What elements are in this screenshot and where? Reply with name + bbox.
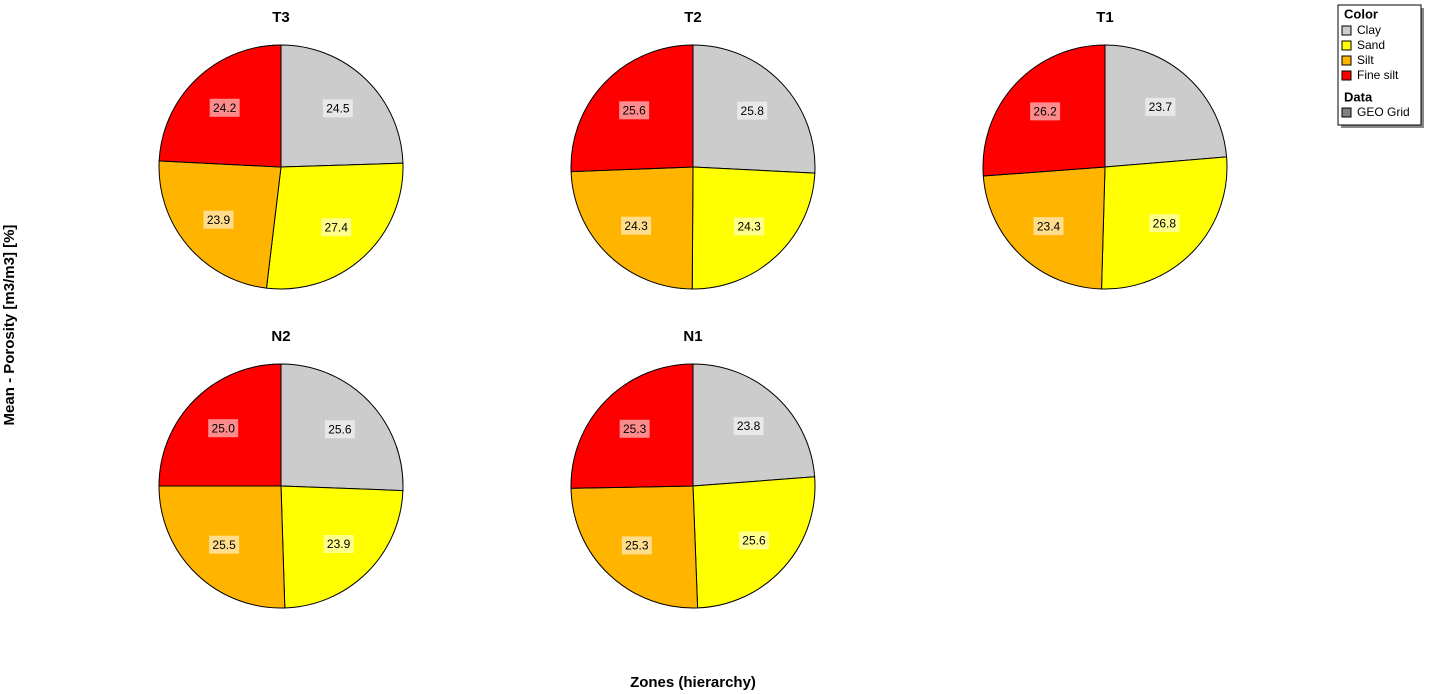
data-label-bg [321, 218, 352, 237]
data-label: 24.3 [624, 219, 648, 233]
data-label-bg [733, 417, 764, 436]
data-label-bg [1033, 217, 1064, 236]
data-label: 23.9 [327, 537, 351, 551]
legend: Color Data [1337, 4, 1424, 128]
legend-swatch [1341, 107, 1352, 118]
legend-label: Sand [1357, 38, 1385, 52]
chart-title: T1 [1096, 9, 1114, 26]
data-label: 23.7 [1149, 100, 1173, 114]
data-label-bg [323, 534, 354, 553]
data-label: 25.3 [623, 422, 647, 436]
legend-swatch [1341, 55, 1352, 66]
data-label-bg [734, 217, 765, 236]
data-label-bg [737, 101, 768, 120]
data-label: 26.2 [1033, 105, 1057, 119]
data-label-bg [203, 210, 234, 229]
data-label-bg [738, 531, 769, 550]
data-label-bg [1149, 214, 1180, 233]
data-label-bg [208, 419, 239, 438]
legend-box [1337, 4, 1422, 126]
legend-swatch [1341, 40, 1352, 51]
data-label: 23.4 [1037, 219, 1061, 233]
data-label-bg [621, 216, 652, 235]
data-label: 23.8 [737, 419, 761, 433]
legend-swatch [1341, 25, 1352, 36]
chart-title: N2 [271, 328, 290, 345]
data-label: 25.6 [328, 422, 352, 436]
chart-title: N1 [683, 328, 702, 345]
data-label: 25.6 [622, 103, 646, 117]
data-label: 24.3 [737, 220, 761, 234]
data-label-bg [209, 98, 240, 117]
legend-title: Data [1344, 89, 1373, 104]
legend-title: Color [1344, 6, 1378, 21]
data-label: 25.5 [212, 538, 236, 552]
legend-swatch [1341, 70, 1352, 81]
chart-title: T3 [272, 9, 290, 26]
data-label: 26.8 [1153, 216, 1177, 230]
legend-label: Silt [1357, 53, 1374, 67]
legend-label: Fine silt [1357, 68, 1399, 82]
data-label-bg [1030, 102, 1061, 121]
y-axis-label: Mean - Porosity [m3/m3] [%] [1, 225, 18, 426]
legend-label: Clay [1357, 23, 1381, 37]
data-label-bg [209, 535, 240, 554]
data-label-bg [324, 420, 355, 439]
data-label: 24.2 [213, 101, 237, 115]
data-label: 27.4 [325, 220, 349, 234]
data-label: 25.6 [742, 534, 766, 548]
data-label: 25.8 [741, 104, 765, 118]
data-label-bg [619, 419, 650, 438]
data-label-bg [621, 536, 652, 555]
x-axis-label: Zones (hierarchy) [630, 674, 756, 691]
legend-label: GEO Grid [1357, 105, 1410, 119]
data-label-bg [322, 99, 353, 118]
data-label: 24.5 [326, 101, 350, 115]
data-label: 23.9 [207, 213, 231, 227]
data-label: 25.3 [625, 539, 649, 553]
data-label-bg [1145, 97, 1176, 116]
data-label-bg [619, 101, 650, 120]
data-label: 25.0 [212, 421, 236, 435]
chart-title: T2 [684, 9, 702, 26]
